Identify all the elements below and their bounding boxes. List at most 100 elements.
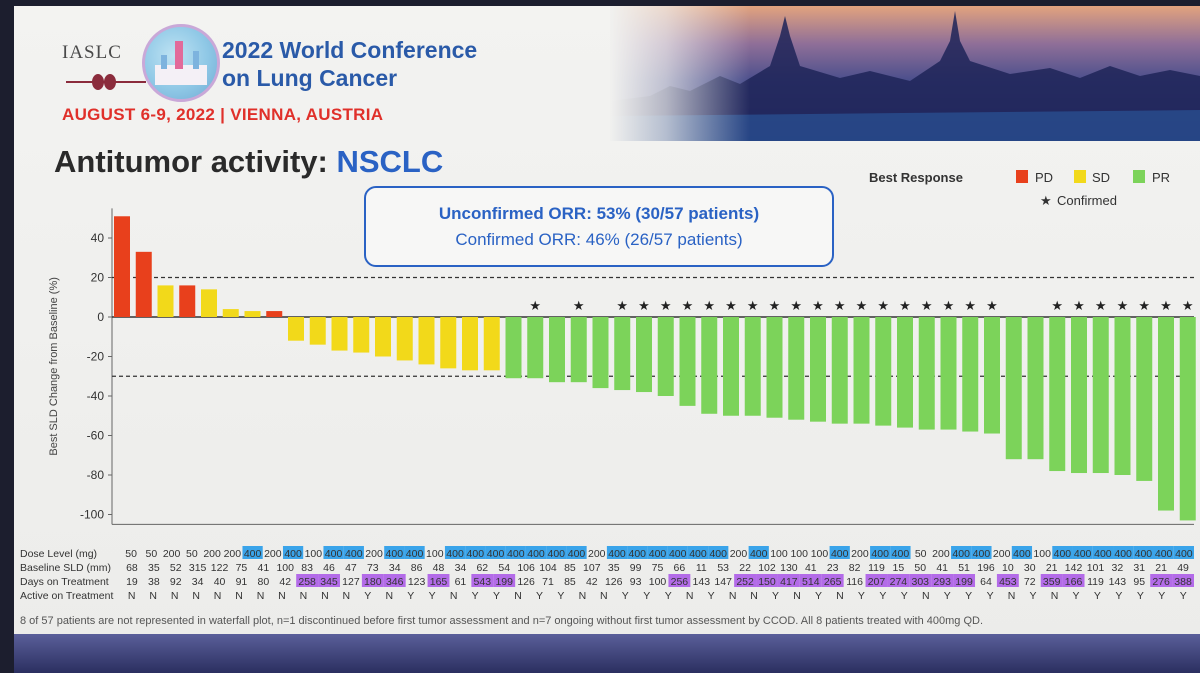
table-cell-highlight [505,546,526,559]
table-cell: 66 [674,562,686,574]
confirmed-star-icon: ★ [529,299,541,314]
table-cell: 22 [739,562,751,574]
iaslc-logo-text: IASLC [62,42,122,63]
waterfall-bar [462,317,478,371]
slide-title: Antitumor activity: NSCLC [54,144,443,180]
table-cell-highlight [1133,546,1154,559]
confirmed-star-icon: ★ [921,299,933,314]
table-cell: 207 [868,576,886,588]
table-cell: 46 [323,562,335,574]
table-cell: Y [665,590,672,602]
table-cell: 143 [693,576,711,588]
waterfall-bar [1179,317,1196,521]
table-cell: 100 [649,576,667,588]
table-cell-highlight [996,574,1019,587]
table-cell: 100 [1033,548,1051,560]
table-cell: 276 [1152,576,1170,588]
table-cell: 49 [1177,562,1189,574]
confirmed-star-icon: ★ [682,299,694,314]
waterfall-bar [853,317,870,424]
table-cell: 75 [236,562,248,574]
slide-title-highlight: NSCLC [336,144,444,179]
confirmed-star-icon: ★ [1182,299,1194,314]
table-cell: N [686,590,694,602]
table-cell: 53 [717,562,729,574]
table-cell: 34 [192,576,204,588]
table-cell: 93 [630,576,642,588]
table-cell: 123 [408,576,426,588]
table-cell: 400 [689,548,707,560]
table-cell-highlight [1150,574,1173,587]
waterfall-bar [549,317,565,383]
table-cell-highlight [667,546,688,559]
table-cell: Y [536,590,543,602]
table-cell-highlight [708,546,729,559]
table-cell: 200 [365,548,383,560]
table-cell: 116 [846,576,863,588]
table-cell-highlight [668,574,691,587]
confirmed-star-icon: ★ [812,299,824,314]
table-cell: 91 [236,576,248,588]
table-cell: 400 [284,548,302,560]
table-cell: 142 [1065,562,1083,574]
legend-swatch-sd [1074,170,1086,183]
waterfall-bar [918,317,935,430]
table-cell: 95 [1133,576,1145,588]
table-cell: 119 [1087,576,1104,588]
table-cell: 400 [628,548,646,560]
table-cell: 200 [264,548,282,560]
waterfall-bar [309,317,326,345]
table-cell: N [235,590,243,602]
table-cell: 400 [467,548,485,560]
table-cell: Y [901,590,908,602]
table-cell: N [579,590,587,602]
table-cell: Y [643,590,650,602]
table-cell-highlight [427,574,450,587]
table-cell: N [128,590,136,602]
table-cell: Y [965,590,972,602]
table-cell: N [385,590,393,602]
table-cell: 265 [824,576,842,588]
y-tick-label: -100 [80,508,104,522]
table-cell: 42 [586,576,598,588]
confirmed-star-icon: ★ [1138,299,1150,314]
table-cell: 200 [993,548,1011,560]
table-cell: Y [1180,590,1187,602]
table-cell: N [300,590,308,602]
table-cell: 359 [1043,576,1061,588]
table-cell: 104 [539,562,557,574]
table-cell: 107 [583,562,601,574]
table-cell-highlight [734,574,757,587]
table-cell-highlight [485,546,506,559]
waterfall-bar [570,317,587,383]
table-cell: 400 [345,548,363,560]
waterfall-bar [657,317,674,396]
table-cell: 258 [298,576,316,588]
table-cell-highlight [1040,574,1063,587]
vienna-skyline-banner [610,6,1200,141]
table-cell: Y [987,590,994,602]
table-cell: 400 [1175,548,1193,560]
confirmed-star-icon: ★ [638,299,650,314]
table-cell: Y [1158,590,1165,602]
table-cell-highlight [829,546,850,559]
table-cell-highlight [546,546,567,559]
waterfall-bar [636,317,652,393]
table-cell-highlight [444,546,466,559]
table-cell-highlight [1113,546,1134,559]
orr-unconfirmed: Unconfirmed ORR: 53% (30/57 patients) [438,204,760,223]
waterfall-bar [701,317,718,414]
table-cell: 400 [669,548,687,560]
legend-label-sd: SD [1092,170,1111,185]
table-cell: Y [429,590,436,602]
skyline-silhouette [610,11,1200,141]
table-cell: 126 [605,576,623,588]
confirmed-star-icon: ★ [1040,193,1052,208]
table-cell: 30 [1024,562,1036,574]
table-cell: N [750,590,758,602]
table-cell: 50 [914,562,926,574]
table-cell: 315 [189,562,207,574]
table-cell: 64 [980,576,992,588]
table-cell: 92 [170,576,182,588]
